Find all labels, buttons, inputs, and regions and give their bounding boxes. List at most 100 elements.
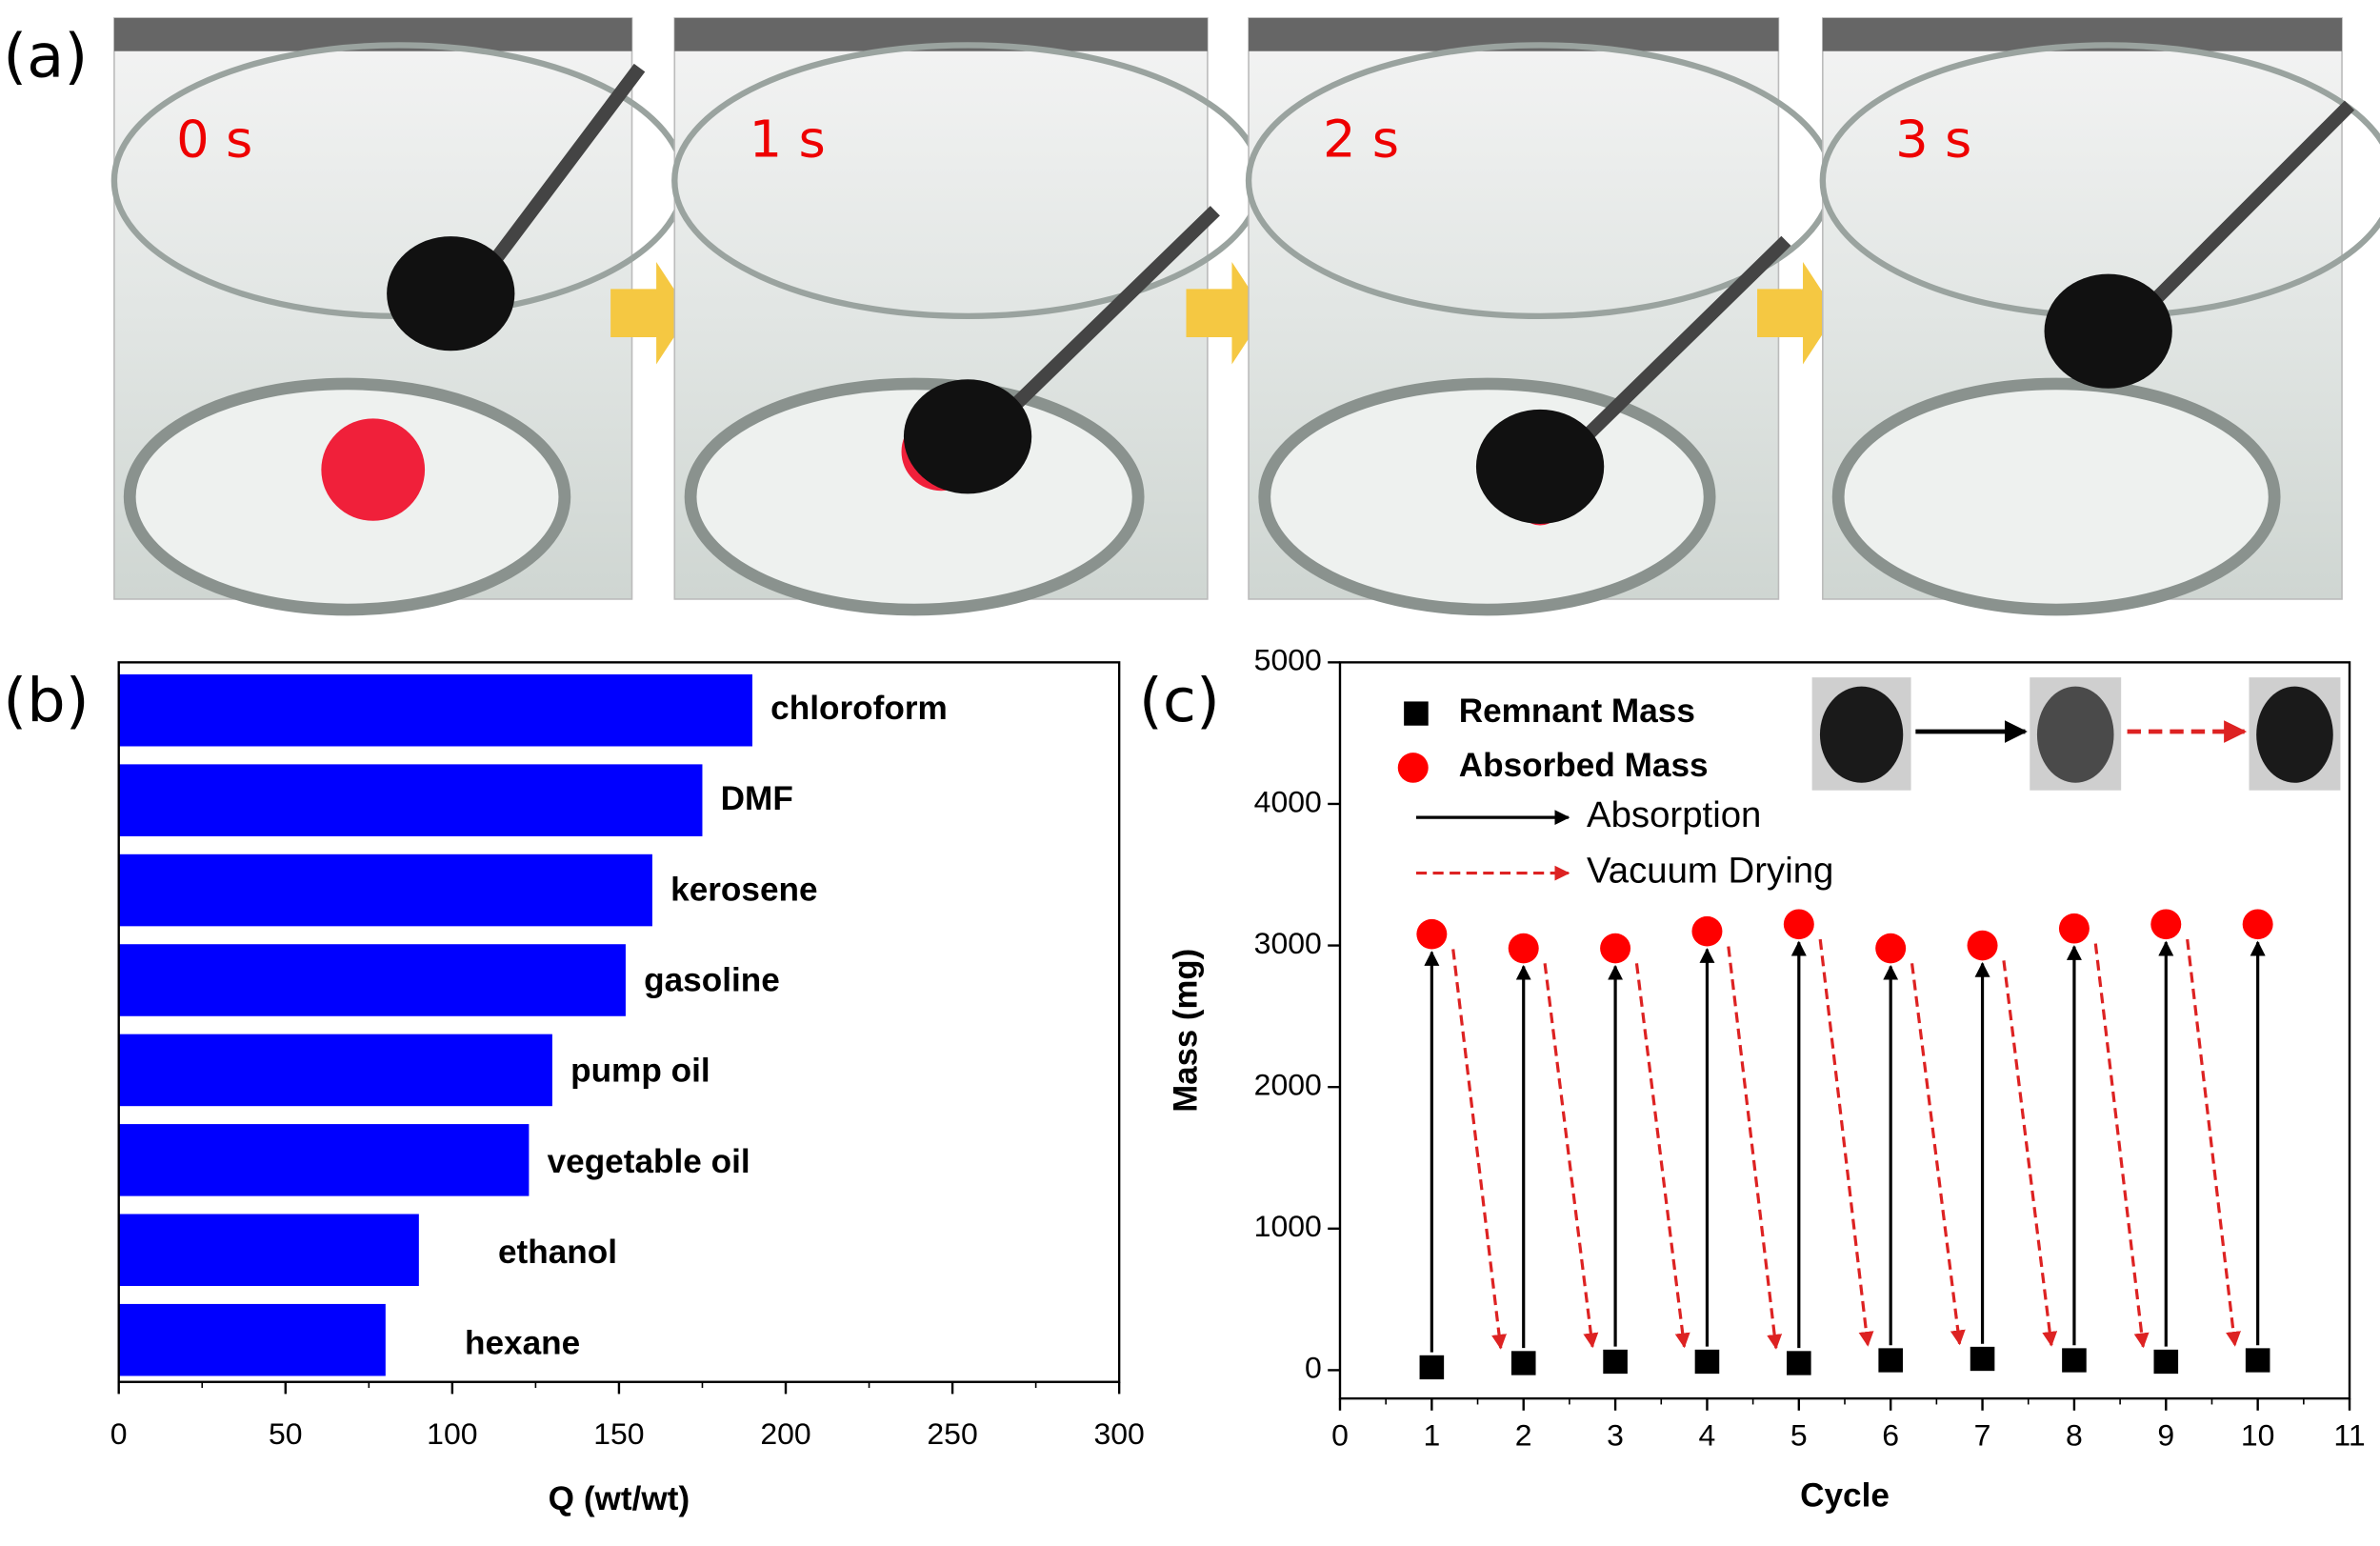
bar bbox=[118, 673, 752, 747]
step-arrow bbox=[1757, 261, 1837, 365]
bar-category: hexane bbox=[465, 1325, 580, 1362]
bar bbox=[118, 1034, 552, 1107]
point bbox=[1416, 918, 1448, 950]
tweezers bbox=[993, 206, 1220, 427]
step-arrow bbox=[610, 261, 690, 365]
x-tick-label: 300 bbox=[1093, 1416, 1144, 1451]
x-tick-label: 7 bbox=[1974, 1418, 1991, 1453]
sponge bbox=[1475, 409, 1605, 524]
inset-sponge bbox=[1819, 686, 1904, 783]
point bbox=[2062, 1348, 2087, 1373]
legend-label: Absorbed Mass bbox=[1459, 747, 1709, 784]
point bbox=[1875, 933, 1907, 964]
time-label: 1 s bbox=[750, 110, 826, 170]
bar bbox=[118, 944, 626, 1016]
point bbox=[2242, 909, 2273, 940]
panel-label: (a) bbox=[3, 21, 88, 91]
x-tick-label: 200 bbox=[760, 1416, 810, 1451]
x-axis-label: Cycle bbox=[1800, 1477, 1890, 1515]
drying-arrow bbox=[1451, 949, 1507, 1350]
time-label: 0 s bbox=[176, 110, 252, 170]
point bbox=[2058, 913, 2090, 944]
dye-drop bbox=[321, 418, 426, 521]
x-tick-label: 50 bbox=[269, 1416, 303, 1451]
time-label: 2 s bbox=[1323, 110, 1399, 170]
legend-marker bbox=[1404, 701, 1429, 726]
bar-category: ethanol bbox=[498, 1234, 617, 1271]
time-label: 3 s bbox=[1895, 110, 1971, 170]
point bbox=[2150, 909, 2182, 940]
panel-label: (b) bbox=[3, 665, 89, 735]
x-tick-label: 2 bbox=[1515, 1418, 1532, 1453]
beaker-base bbox=[1831, 377, 2281, 616]
point bbox=[2245, 1348, 2270, 1373]
bar-category: DMF bbox=[721, 780, 793, 817]
tweezers bbox=[475, 63, 646, 283]
y-tick-label: 4000 bbox=[1254, 784, 1322, 818]
x-tick-label: 150 bbox=[593, 1416, 644, 1451]
point bbox=[1510, 1351, 1536, 1375]
drying-arrow bbox=[2002, 960, 2058, 1347]
bar bbox=[118, 853, 652, 927]
inset-sponge bbox=[2036, 686, 2114, 783]
y-tick-label: 3000 bbox=[1254, 926, 1322, 960]
point bbox=[1783, 909, 1814, 940]
x-tick-label: 4 bbox=[1699, 1418, 1716, 1453]
bar-category: pump oil bbox=[570, 1053, 710, 1090]
bar-category: kerosene bbox=[670, 872, 817, 909]
point bbox=[1967, 930, 1998, 961]
point bbox=[1691, 915, 1723, 947]
y-tick-label: 5000 bbox=[1254, 643, 1322, 677]
bar-category: vegetable oil bbox=[548, 1143, 750, 1180]
bar bbox=[118, 764, 703, 836]
panel-label: (c) bbox=[1139, 665, 1220, 735]
x-tick-label: 250 bbox=[927, 1416, 977, 1451]
x-tick-label: 3 bbox=[1607, 1418, 1624, 1453]
bar-category: gasoline bbox=[644, 962, 780, 999]
x-tick-label: 9 bbox=[2157, 1418, 2174, 1453]
point bbox=[1970, 1346, 1995, 1372]
point bbox=[2153, 1349, 2179, 1375]
x-tick-label: 6 bbox=[1882, 1418, 1899, 1453]
sponge bbox=[387, 236, 515, 351]
x-tick-label: 8 bbox=[2066, 1418, 2083, 1453]
tweezers bbox=[2133, 100, 2355, 321]
legend-label: Remnant Mass bbox=[1459, 693, 1695, 730]
x-tick-label: 0 bbox=[110, 1416, 128, 1451]
bar bbox=[118, 1124, 530, 1196]
x-tick-label: 100 bbox=[427, 1416, 477, 1451]
bar bbox=[118, 1303, 386, 1376]
inset-sponge bbox=[2256, 686, 2333, 783]
step-arrow bbox=[1186, 261, 1266, 365]
x-tick-label: 10 bbox=[2241, 1418, 2275, 1453]
y-axis-label: Mass (mg) bbox=[1167, 949, 1204, 1113]
bar bbox=[118, 1214, 419, 1287]
y-tick-label: 1000 bbox=[1254, 1209, 1322, 1243]
drying-arrow bbox=[1727, 946, 1783, 1350]
point bbox=[1787, 1351, 1811, 1375]
drying-arrow bbox=[2186, 938, 2241, 1347]
point bbox=[1694, 1349, 1720, 1375]
sponge bbox=[2044, 273, 2172, 389]
point bbox=[1878, 1348, 1903, 1373]
drying-arrow bbox=[1634, 963, 1690, 1349]
annotation: Vacuum Drying bbox=[1587, 851, 1833, 892]
x-tick-label: 11 bbox=[2333, 1418, 2365, 1453]
drying-arrow bbox=[1818, 938, 1874, 1347]
point bbox=[1508, 933, 1539, 964]
y-tick-label: 2000 bbox=[1254, 1068, 1322, 1102]
bar-category: chloroform bbox=[770, 690, 948, 727]
x-axis-label: Q (wt/wt) bbox=[549, 1480, 690, 1517]
tweezers bbox=[1565, 235, 1791, 457]
x-tick-label: 0 bbox=[1331, 1418, 1349, 1453]
legend-marker bbox=[1397, 753, 1429, 783]
point bbox=[1603, 1349, 1628, 1375]
x-tick-label: 5 bbox=[1790, 1418, 1808, 1453]
y-tick-label: 0 bbox=[1305, 1351, 1322, 1385]
annotation: Absorption bbox=[1587, 794, 1761, 835]
point bbox=[1419, 1355, 1445, 1380]
x-tick-label: 1 bbox=[1423, 1418, 1440, 1453]
sponge bbox=[903, 379, 1032, 494]
drying-arrow bbox=[1543, 963, 1599, 1349]
